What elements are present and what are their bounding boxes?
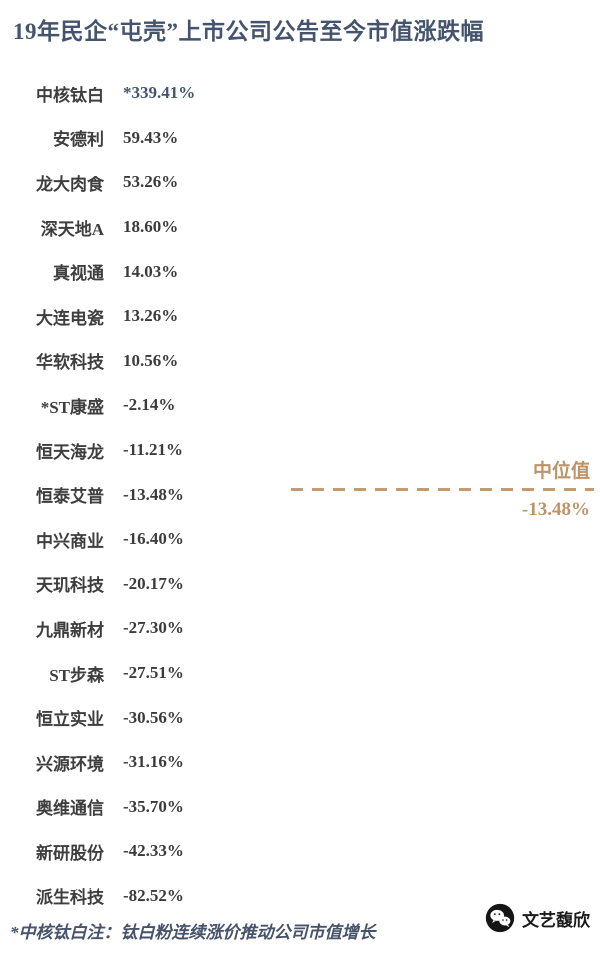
bar-row-11: 中兴商业 -16.40% <box>0 517 600 562</box>
company-label: 深天地A <box>40 219 104 239</box>
bar-row-13: 九鼎新材 -27.30% <box>0 606 600 651</box>
value-label: 53.26% <box>123 172 179 192</box>
brand-name: 文艺馥欣 <box>522 910 590 930</box>
company-label: *ST康盛 <box>40 397 104 417</box>
company-label: 中核钛白 <box>36 85 104 105</box>
value-label: 59.43% <box>123 127 179 147</box>
company-label: 恒天海龙 <box>36 442 104 462</box>
value-label: -11.21% <box>123 440 183 460</box>
bar-chart: 中核钛白 *339.41% 安德利 59.43% 龙大肉食 53.26% 深天地… <box>0 71 600 919</box>
company-label: 兴源环境 <box>36 754 104 774</box>
value-label: -42.33% <box>123 841 184 861</box>
bar-row-17: 奥维通信 -35.70% <box>0 785 600 830</box>
value-label: -27.30% <box>123 618 184 638</box>
bar-row-2: 安德利 59.43% <box>0 116 600 161</box>
axis-break-marks <box>69 883 101 890</box>
value-label: -2.14% <box>123 395 176 415</box>
value-label: -31.16% <box>123 752 184 772</box>
wechat-icon <box>485 903 515 933</box>
bar-row-7: 华软科技 10.56% <box>0 339 600 384</box>
value-label: -27.51% <box>123 663 184 683</box>
company-label: 龙大肉食 <box>36 174 104 194</box>
bar-row-6: 大连电瓷 13.26% <box>0 294 600 339</box>
company-label: 安德利 <box>53 130 104 150</box>
value-label: 14.03% <box>123 261 179 281</box>
value-label: -82.52% <box>123 885 184 905</box>
company-label: 华软科技 <box>36 353 104 373</box>
company-label: 真视通 <box>53 264 104 284</box>
bar-row-5: 真视通 14.03% <box>0 249 600 294</box>
axis-break-marks <box>69 170 101 177</box>
company-label: 恒立实业 <box>36 710 104 730</box>
footnote: *中核钛白注：钛白粉连续涨价推动公司市值增长 <box>10 923 376 942</box>
company-label: 九鼎新材 <box>36 620 104 640</box>
median-value: -13.48% <box>521 499 590 520</box>
bar-row-1: 中核钛白 *339.41% <box>0 71 600 116</box>
value-label: -30.56% <box>123 707 184 727</box>
brand: 文艺馥欣 <box>485 903 590 933</box>
value-label: -35.70% <box>123 796 184 816</box>
value-label: -16.40% <box>123 529 184 549</box>
bar-row-3: 龙大肉食 53.26% <box>0 160 600 205</box>
median-line <box>291 488 594 491</box>
median-label: 中位值 <box>532 461 590 482</box>
value-label: -13.48% <box>123 484 184 504</box>
company-label: 天玑科技 <box>36 576 104 596</box>
company-label: 恒泰艾普 <box>36 487 104 507</box>
value-label: 13.26% <box>123 306 179 326</box>
bar-row-14: ST步森 -27.51% <box>0 651 600 696</box>
bar-row-10: 恒泰艾普 -13.48% <box>0 472 600 517</box>
axis-break-marks <box>69 81 101 88</box>
company-label: 中兴商业 <box>36 531 104 551</box>
axis-break-marks <box>69 125 101 132</box>
bar-row-19: 派生科技 -82.52% <box>0 874 600 919</box>
bar-row-12: 天玑科技 -20.17% <box>0 562 600 607</box>
bar-row-8: *ST康盛 -2.14% <box>0 383 600 428</box>
value-label: 10.56% <box>123 350 179 370</box>
value-label: -20.17% <box>123 573 184 593</box>
company-label: 派生科技 <box>36 888 104 908</box>
chart-title: 19年民企“屯壳”上市公司公告至今市值涨跌幅 <box>13 19 484 44</box>
bar-row-4: 深天地A 18.60% <box>0 205 600 250</box>
company-label: 奥维通信 <box>36 799 104 819</box>
company-label: 大连电瓷 <box>36 308 104 328</box>
bar-row-16: 兴源环境 -31.16% <box>0 740 600 785</box>
company-label: ST步森 <box>49 665 104 685</box>
value-label: *339.41% <box>123 83 196 103</box>
bar-row-15: 恒立实业 -30.56% <box>0 695 600 740</box>
value-label: 18.60% <box>123 217 179 237</box>
bar-row-18: 新研股份 -42.33% <box>0 829 600 874</box>
bar-row-9: 恒天海龙 -11.21% <box>0 428 600 473</box>
company-label: 新研股份 <box>36 843 104 863</box>
